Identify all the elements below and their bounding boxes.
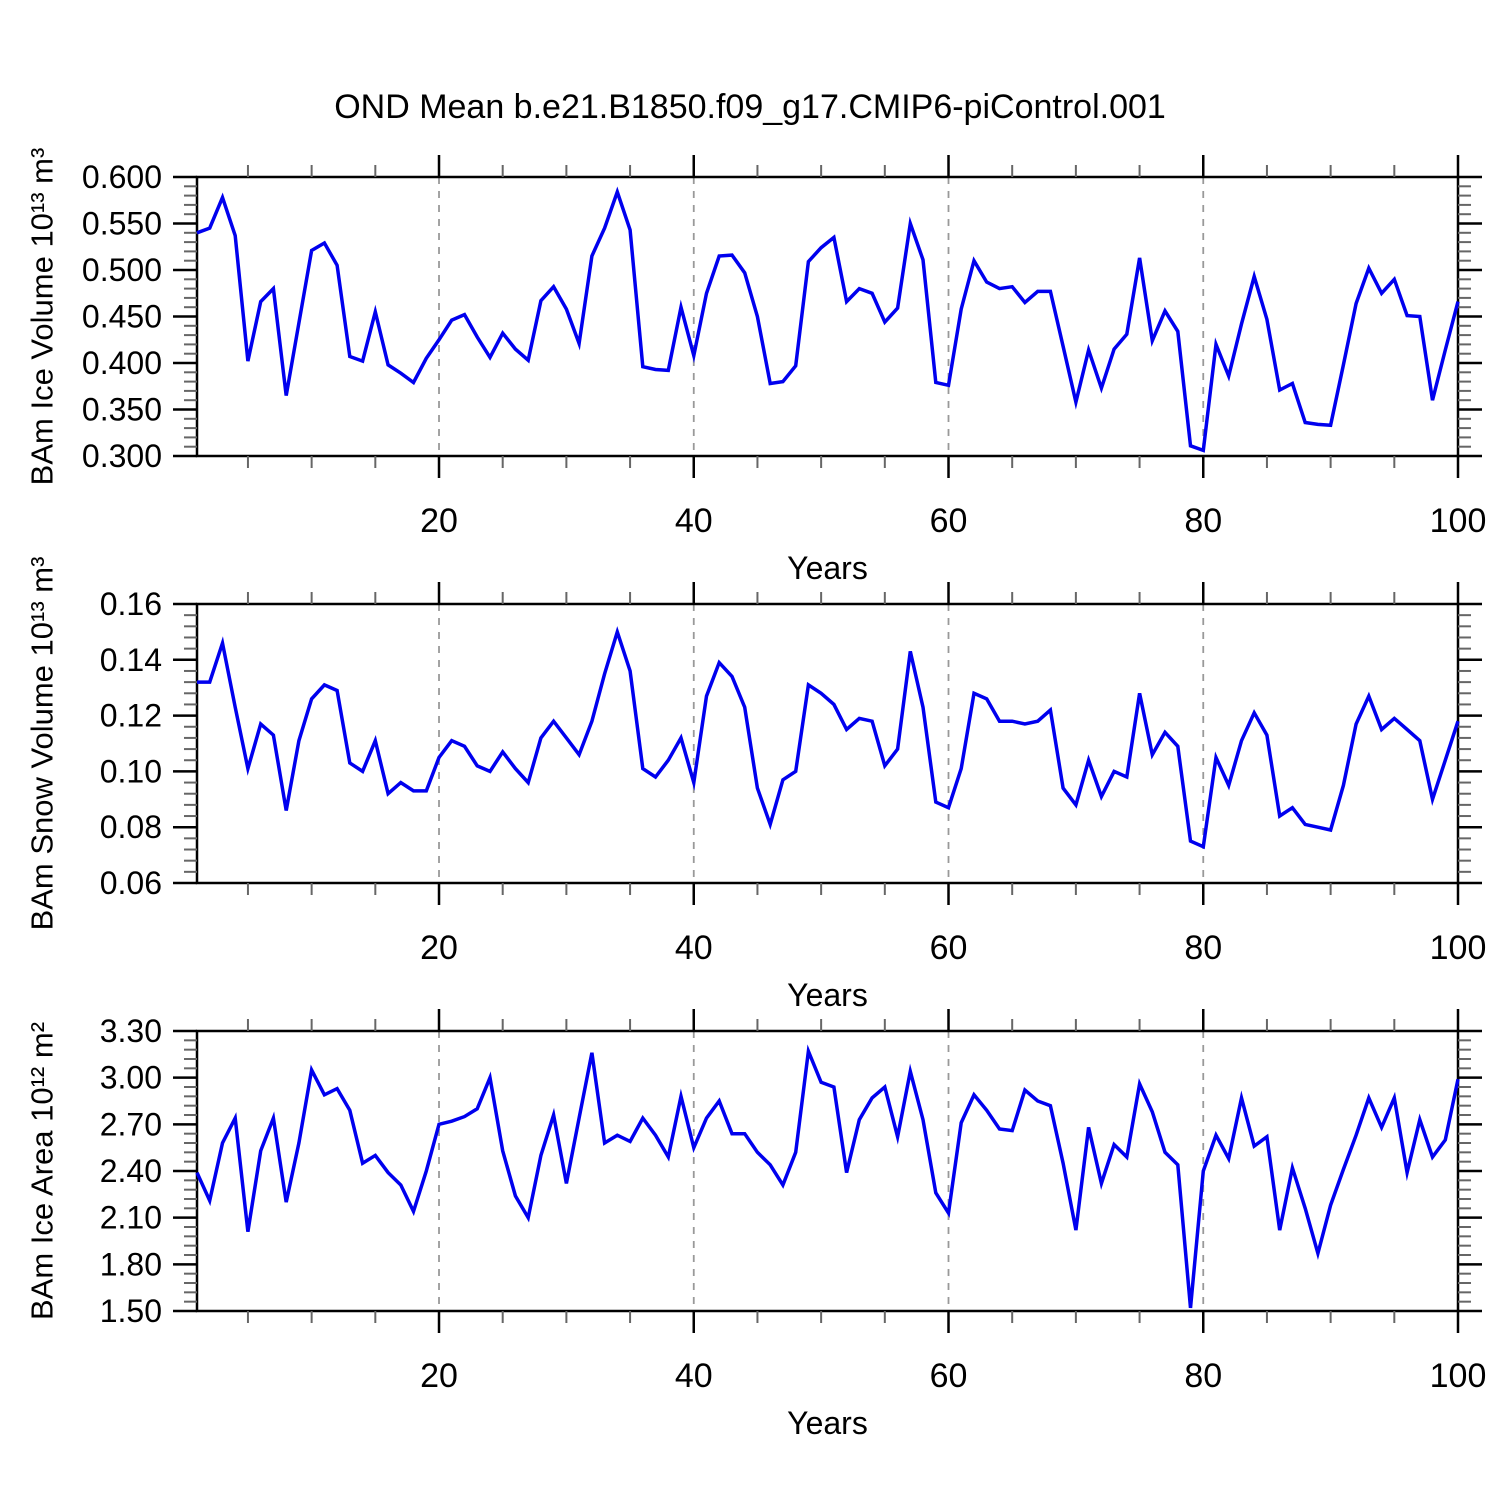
x-axis-tick-label: 60 (930, 1357, 968, 1395)
x-axis-tick-label: 20 (420, 929, 458, 967)
y-axis-tick-label: 0.06 (100, 865, 162, 901)
y-axis-tick-label: 0.450 (82, 299, 162, 335)
y-axis-title: BAm Ice Area 10¹² m² (25, 1022, 60, 1320)
x-axis-tick-label: 100 (1430, 502, 1487, 540)
x-axis-tick-label: 40 (675, 1357, 713, 1395)
chart-title: OND Mean b.e21.B1850.f09_g17.CMIP6-piCon… (334, 88, 1166, 126)
y-axis-tick-label: 0.300 (82, 438, 162, 474)
y-axis-tick-label: 0.400 (82, 345, 162, 381)
series-line-bam-snow-volume (197, 626, 1460, 850)
x-axis-tick-label: 60 (930, 502, 968, 540)
x-axis-tick-label: 100 (1430, 1357, 1487, 1395)
x-axis-title: Years (787, 1405, 868, 1441)
y-axis-tick-label: 0.500 (82, 252, 162, 288)
y-axis-title: BAm Snow Volume 10¹³ m³ (25, 557, 60, 931)
x-axis-tick-label: 80 (1184, 1357, 1222, 1395)
y-axis-tick-label: 1.50 (100, 1293, 162, 1329)
y-axis-tick-label: 0.08 (100, 809, 162, 845)
x-axis-title: Years (787, 550, 868, 586)
y-axis-tick-label: 1.80 (100, 1246, 162, 1282)
y-axis-tick-label: 0.550 (82, 206, 162, 242)
x-axis-tick-label: 40 (675, 502, 713, 540)
x-axis-title: Years (787, 977, 868, 1013)
x-axis-tick-label: 20 (420, 1357, 458, 1395)
panel-1-box (195, 175, 1460, 458)
series-line-bam-ice-volume (196, 186, 1460, 453)
y-axis-tick-label: 2.70 (100, 1106, 162, 1142)
x-axis-tick-label: 20 (420, 502, 458, 540)
y-axis-tick-label: 3.00 (100, 1060, 162, 1096)
y-axis-tick-label: 0.10 (100, 753, 162, 789)
x-axis-tick-label: 80 (1184, 502, 1222, 540)
y-axis-tick-label: 0.350 (82, 392, 162, 428)
y-axis-title: BAm Ice Volume 10¹³ m³ (25, 148, 60, 486)
x-axis-tick-label: 40 (675, 929, 713, 967)
y-axis-tick-label: 3.30 (100, 1013, 162, 1049)
y-axis-tick-label: 0.12 (100, 698, 162, 734)
y-axis-tick-label: 0.16 (100, 586, 162, 622)
y-axis-tick-label: 0.14 (100, 642, 162, 678)
x-axis-tick-label: 80 (1184, 929, 1222, 967)
y-axis-tick-label: 2.40 (100, 1153, 162, 1189)
x-axis-tick-label: 60 (930, 929, 968, 967)
x-axis-tick-label: 100 (1430, 929, 1487, 967)
y-axis-tick-label: 2.10 (100, 1200, 162, 1236)
y-axis-tick-label: 0.600 (82, 159, 162, 195)
series-line-bam-ice-area (195, 1044, 1460, 1309)
panel-2-box (195, 602, 1460, 885)
